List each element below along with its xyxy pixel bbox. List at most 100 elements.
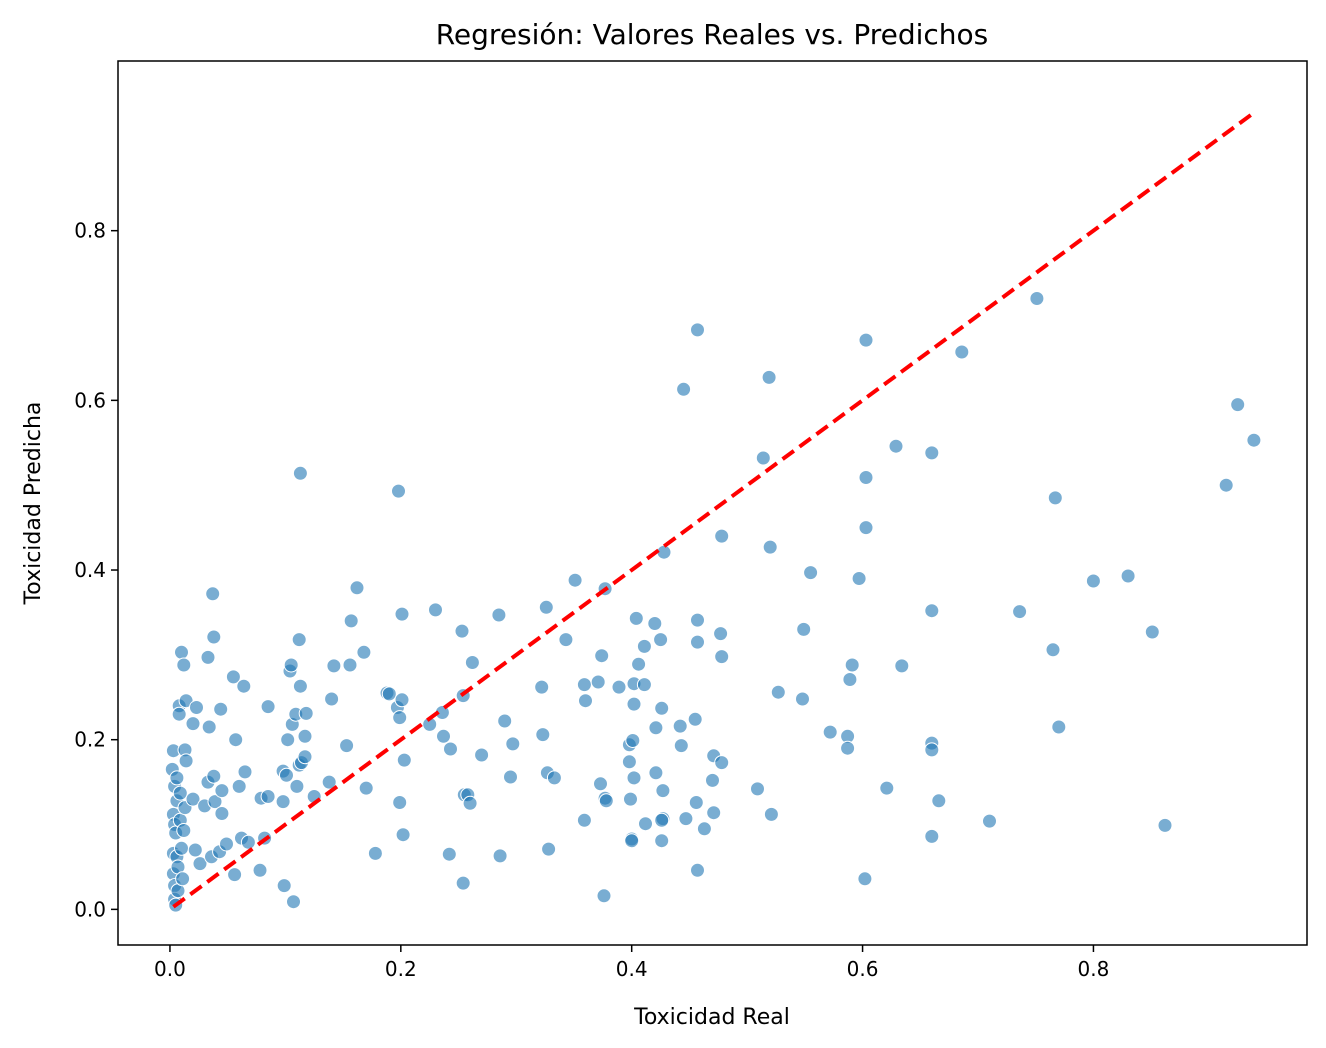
data-point bbox=[625, 733, 641, 748]
y-tick-label: 0.4 bbox=[74, 558, 106, 582]
data-point bbox=[1218, 477, 1234, 493]
data-point bbox=[621, 754, 637, 770]
data-point bbox=[1144, 624, 1160, 640]
data-point bbox=[596, 888, 612, 904]
data-point bbox=[392, 710, 408, 726]
data-point bbox=[673, 738, 689, 754]
data-point bbox=[1157, 817, 1173, 833]
data-point bbox=[1051, 719, 1067, 735]
data-point bbox=[356, 644, 372, 660]
data-point bbox=[396, 752, 412, 768]
data-point bbox=[260, 789, 276, 804]
data-point bbox=[1120, 568, 1136, 584]
data-point bbox=[648, 720, 664, 736]
data-point bbox=[358, 780, 374, 796]
data-point bbox=[462, 795, 478, 811]
data-point bbox=[279, 767, 294, 783]
data-point bbox=[558, 632, 574, 648]
data-point bbox=[678, 811, 694, 827]
data-point bbox=[655, 783, 671, 799]
data-point bbox=[954, 344, 970, 360]
data-point bbox=[628, 610, 644, 626]
data-point bbox=[236, 678, 252, 694]
data-point bbox=[576, 677, 592, 693]
data-point bbox=[858, 470, 874, 485]
data-point bbox=[541, 841, 557, 857]
data-point bbox=[894, 658, 910, 674]
data-point bbox=[626, 696, 642, 712]
data-point bbox=[594, 648, 610, 664]
data-point bbox=[653, 632, 669, 648]
data-point bbox=[297, 749, 313, 765]
data-point bbox=[611, 679, 627, 695]
data-point bbox=[228, 732, 244, 748]
data-point bbox=[676, 381, 692, 397]
data-point bbox=[763, 806, 779, 822]
data-point bbox=[227, 867, 243, 883]
data-point bbox=[324, 691, 340, 707]
data-point bbox=[578, 693, 593, 709]
y-axis-ticks: 0.0 0.2 0.4 0.6 0.8 bbox=[74, 219, 118, 921]
data-point bbox=[321, 774, 337, 790]
data-point bbox=[755, 450, 771, 466]
data-point bbox=[213, 701, 229, 717]
data-point bbox=[672, 718, 688, 734]
data-point bbox=[534, 679, 550, 695]
data-point bbox=[367, 845, 383, 861]
data-point bbox=[174, 840, 189, 856]
data-point bbox=[394, 692, 410, 708]
data-point bbox=[492, 848, 508, 864]
data-point bbox=[283, 657, 299, 673]
data-point bbox=[857, 871, 873, 887]
y-tick-label: 0.6 bbox=[74, 388, 106, 412]
data-point bbox=[654, 833, 670, 849]
data-point bbox=[237, 764, 253, 780]
data-point bbox=[178, 753, 194, 769]
data-point bbox=[593, 776, 608, 792]
x-tick-label: 0.4 bbox=[616, 957, 648, 981]
data-point bbox=[1045, 642, 1061, 658]
data-point bbox=[225, 669, 241, 685]
data-point bbox=[192, 856, 208, 872]
data-point bbox=[638, 816, 653, 832]
data-point bbox=[624, 833, 640, 849]
data-point bbox=[858, 520, 874, 536]
data-point bbox=[690, 322, 705, 338]
data-point bbox=[214, 783, 230, 799]
data-point bbox=[844, 657, 860, 673]
x-tick-label: 0.2 bbox=[385, 957, 417, 981]
data-point bbox=[219, 836, 234, 852]
data-point bbox=[623, 791, 638, 807]
data-point bbox=[636, 677, 652, 693]
data-point bbox=[276, 878, 292, 894]
data-point bbox=[174, 644, 189, 660]
data-point bbox=[858, 332, 874, 348]
data-point bbox=[770, 684, 786, 700]
data-point bbox=[822, 724, 838, 740]
data-point bbox=[214, 806, 230, 821]
data-point bbox=[176, 657, 192, 673]
data-point bbox=[260, 699, 276, 715]
data-point bbox=[567, 572, 583, 588]
data-point bbox=[436, 728, 451, 744]
y-tick-label: 0.0 bbox=[74, 897, 106, 921]
data-point bbox=[455, 875, 471, 891]
data-point bbox=[252, 862, 268, 878]
data-point bbox=[292, 465, 308, 481]
y-axis-label: Toxicidad Predicha bbox=[21, 402, 46, 606]
data-point bbox=[546, 770, 562, 786]
data-point bbox=[696, 821, 712, 837]
data-point bbox=[1029, 291, 1045, 306]
data-point bbox=[394, 606, 410, 622]
data-point bbox=[339, 738, 355, 754]
data-point bbox=[1047, 490, 1063, 506]
data-point bbox=[189, 700, 204, 715]
data-point bbox=[1085, 573, 1101, 589]
data-point bbox=[491, 607, 507, 623]
data-point bbox=[176, 823, 192, 838]
data-point bbox=[169, 770, 185, 786]
data-point bbox=[441, 846, 457, 862]
data-point bbox=[538, 599, 554, 615]
